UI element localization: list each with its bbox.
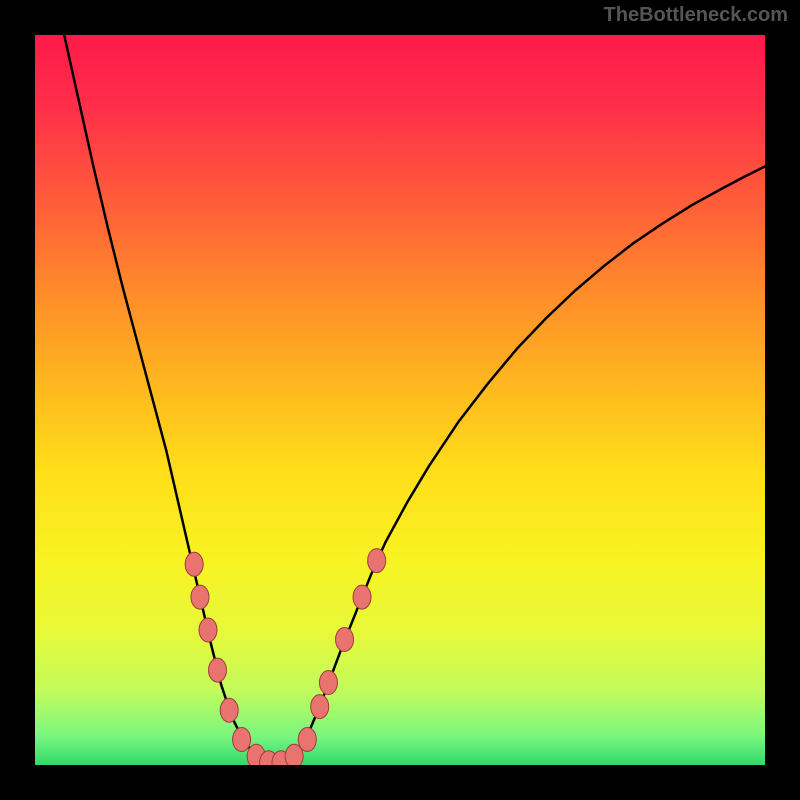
data-marker <box>185 552 203 576</box>
chart-svg <box>35 35 765 765</box>
chart-background <box>35 35 765 765</box>
data-marker <box>319 671 337 695</box>
data-marker <box>209 658 227 682</box>
data-marker <box>368 549 386 573</box>
chart-plot <box>35 35 765 765</box>
data-marker <box>353 585 371 609</box>
data-marker <box>336 627 354 651</box>
watermark: TheBottleneck.com <box>604 4 788 27</box>
data-marker <box>191 585 209 609</box>
data-marker <box>311 695 329 719</box>
data-marker <box>233 727 251 751</box>
data-marker <box>220 698 238 722</box>
data-marker <box>199 618 217 642</box>
data-marker <box>298 727 316 751</box>
